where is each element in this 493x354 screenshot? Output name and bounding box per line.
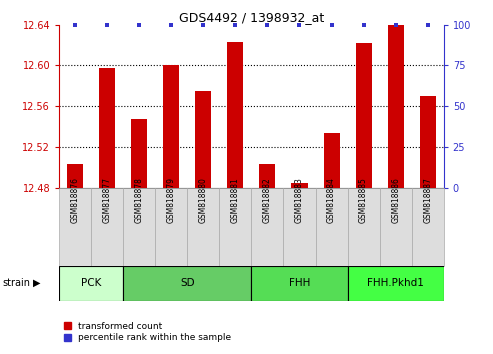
Bar xyxy=(291,183,308,188)
FancyBboxPatch shape xyxy=(59,266,123,301)
FancyBboxPatch shape xyxy=(123,188,155,266)
Text: GSM818878: GSM818878 xyxy=(135,177,144,223)
Text: GSM818876: GSM818876 xyxy=(70,177,80,223)
Bar xyxy=(163,65,179,188)
FancyBboxPatch shape xyxy=(348,266,444,301)
Bar xyxy=(99,68,115,188)
FancyBboxPatch shape xyxy=(380,188,412,266)
Bar xyxy=(131,119,147,188)
Text: SD: SD xyxy=(180,278,195,288)
FancyBboxPatch shape xyxy=(219,188,251,266)
Text: GSM818879: GSM818879 xyxy=(167,177,176,223)
Bar xyxy=(355,43,372,188)
FancyBboxPatch shape xyxy=(283,188,316,266)
FancyBboxPatch shape xyxy=(155,188,187,266)
FancyBboxPatch shape xyxy=(251,266,348,301)
FancyBboxPatch shape xyxy=(251,188,283,266)
Text: GSM818887: GSM818887 xyxy=(423,177,432,223)
Text: FHH.Pkhd1: FHH.Pkhd1 xyxy=(367,278,424,288)
Text: FHH: FHH xyxy=(289,278,310,288)
Text: GSM818884: GSM818884 xyxy=(327,177,336,223)
Bar xyxy=(420,96,436,188)
FancyBboxPatch shape xyxy=(91,188,123,266)
Bar xyxy=(259,164,276,188)
FancyBboxPatch shape xyxy=(412,188,444,266)
FancyBboxPatch shape xyxy=(123,266,251,301)
FancyBboxPatch shape xyxy=(187,188,219,266)
Bar xyxy=(195,91,211,188)
Legend: transformed count, percentile rank within the sample: transformed count, percentile rank withi… xyxy=(64,322,231,342)
Bar xyxy=(323,133,340,188)
Text: GSM818883: GSM818883 xyxy=(295,177,304,223)
Text: PCK: PCK xyxy=(81,278,102,288)
Text: ▶: ▶ xyxy=(33,278,41,288)
Title: GDS4492 / 1398932_at: GDS4492 / 1398932_at xyxy=(179,11,324,24)
Bar xyxy=(67,164,83,188)
Text: GSM818882: GSM818882 xyxy=(263,177,272,223)
Bar xyxy=(227,42,244,188)
Text: GSM818880: GSM818880 xyxy=(199,177,208,223)
FancyBboxPatch shape xyxy=(316,188,348,266)
Text: strain: strain xyxy=(2,278,31,288)
FancyBboxPatch shape xyxy=(348,188,380,266)
Bar xyxy=(387,25,404,188)
FancyBboxPatch shape xyxy=(59,188,91,266)
Text: GSM818877: GSM818877 xyxy=(103,177,112,223)
Text: GSM818886: GSM818886 xyxy=(391,177,400,223)
Text: GSM818881: GSM818881 xyxy=(231,177,240,223)
Text: GSM818885: GSM818885 xyxy=(359,177,368,223)
